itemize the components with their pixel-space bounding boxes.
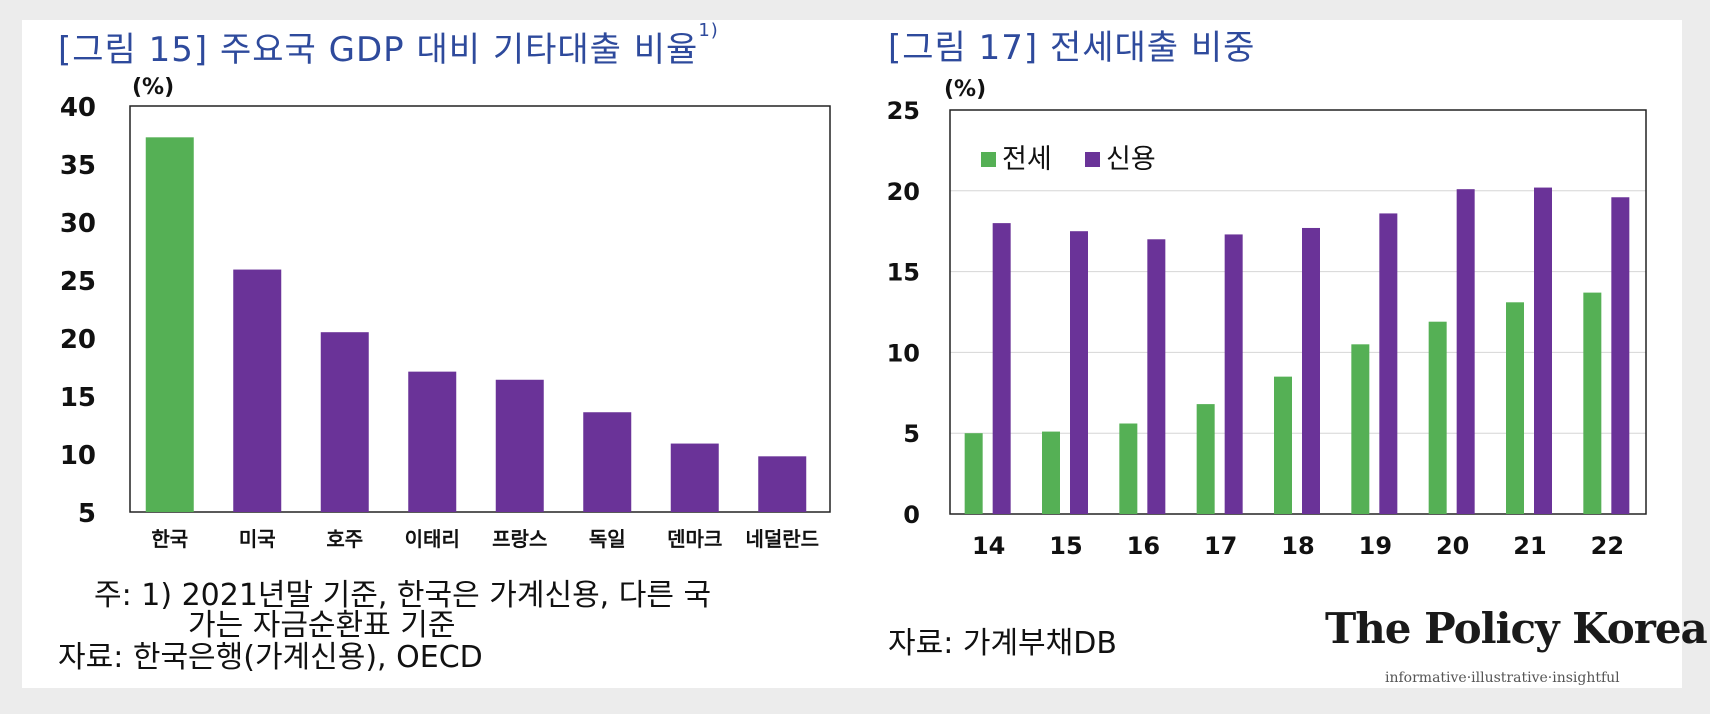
y-tick-label: 20	[60, 325, 96, 355]
x-tick-label: 한국	[151, 527, 188, 550]
bar-green	[1506, 302, 1524, 514]
x-tick-label: 18	[1281, 532, 1314, 560]
x-tick-label: 15	[1049, 532, 1082, 560]
right-bar-chart: 0 5 10 15 20 25 (%) 14 15 16 17 18 19 20 21 22 전세 신용	[887, 77, 1647, 560]
bar-purple	[992, 223, 1011, 514]
right-chart-title: [그림 17] 전세대출 비중	[888, 28, 1256, 68]
bar-green	[964, 433, 983, 514]
legend-label: 전세	[1002, 144, 1052, 175]
y-unit-label: (%)	[944, 77, 986, 102]
y-tick-label: 10	[60, 441, 96, 471]
y-unit-label: (%)	[132, 75, 174, 100]
y-tick-label: 20	[887, 178, 920, 206]
x-tick-label: 22	[1591, 532, 1624, 560]
bar-purple	[1379, 213, 1398, 514]
y-tick-label: 15	[887, 259, 920, 287]
bar-purple	[1070, 231, 1088, 514]
plot-frame	[129, 105, 831, 513]
y-tick-label: 25	[60, 267, 96, 297]
x-tick-label: 이태리	[405, 527, 460, 550]
x-tick-label: 네덜란드	[745, 527, 819, 550]
bar	[495, 379, 544, 512]
y-tick-label: 40	[60, 93, 96, 123]
left-bar-chart: (%) 5 10 15 20 25 30 35 40 한국 미국 호주 이태리 프랑스 독일 덴마크 네덜란드	[60, 75, 831, 550]
bar	[583, 412, 632, 512]
legend-swatch	[981, 152, 996, 167]
legend-label: 신용	[1106, 144, 1156, 175]
x-tick-label: 덴마크	[667, 527, 722, 550]
bar-purple	[1147, 239, 1166, 514]
bar-green	[1583, 292, 1602, 514]
bar	[670, 443, 719, 512]
left-note-line1: 주: 1) 2021년말 기준, 한국은 가계신용, 다른 국	[94, 578, 712, 613]
bar-purple	[1534, 187, 1552, 514]
bar-purple	[1611, 197, 1630, 514]
x-tick-label: 19	[1359, 532, 1392, 560]
x-tick-label: 독일	[589, 527, 626, 550]
y-tick-label: 10	[887, 339, 920, 367]
y-tick-label: 5	[903, 420, 920, 448]
bar-purple	[1302, 227, 1320, 514]
figure-panel	[22, 20, 1682, 688]
bar-green	[1042, 431, 1060, 514]
x-tick-label: 14	[972, 532, 1005, 560]
x-tick-label: 16	[1127, 532, 1160, 560]
x-tick-label: 17	[1204, 532, 1237, 560]
left-chart-title: [그림 15] 주요국 GDP 대비 기타대출 비율1)	[58, 20, 719, 70]
brand-logo: The Policy Korea	[1325, 604, 1708, 653]
y-tick-label: 0	[903, 501, 920, 529]
bar-green	[1351, 344, 1370, 514]
legend-swatch	[1085, 152, 1100, 167]
bar	[145, 137, 194, 512]
plot-frame	[949, 109, 1647, 515]
bar-green	[1119, 423, 1138, 514]
left-note-line2: 가는 자금순환표 기준	[188, 608, 456, 643]
bar	[408, 371, 457, 512]
x-tick-label: 미국	[239, 527, 276, 550]
bar-green	[1428, 321, 1447, 514]
right-source: 자료: 가계부채DB	[888, 626, 1117, 661]
left-source: 자료: 한국은행(가계신용), OECD	[58, 640, 483, 675]
y-tick-label: 25	[887, 97, 920, 125]
y-tick-label: 5	[78, 499, 96, 529]
bar-green	[1274, 376, 1292, 514]
y-tick-label: 15	[60, 383, 96, 413]
bar-green	[1196, 404, 1215, 514]
x-tick-label: 21	[1513, 532, 1546, 560]
x-tick-label: 호주	[326, 527, 363, 550]
bar	[758, 456, 807, 512]
x-tick-label: 20	[1436, 532, 1469, 560]
brand-tagline: informative·illustrative·insightful	[1385, 670, 1620, 686]
bar	[320, 332, 369, 512]
y-tick-label: 35	[60, 151, 96, 181]
y-tick-label: 30	[60, 209, 96, 239]
bar-purple	[1456, 189, 1475, 514]
x-tick-label: 프랑스	[492, 527, 547, 550]
bar	[233, 269, 282, 512]
bar-purple	[1224, 234, 1243, 514]
